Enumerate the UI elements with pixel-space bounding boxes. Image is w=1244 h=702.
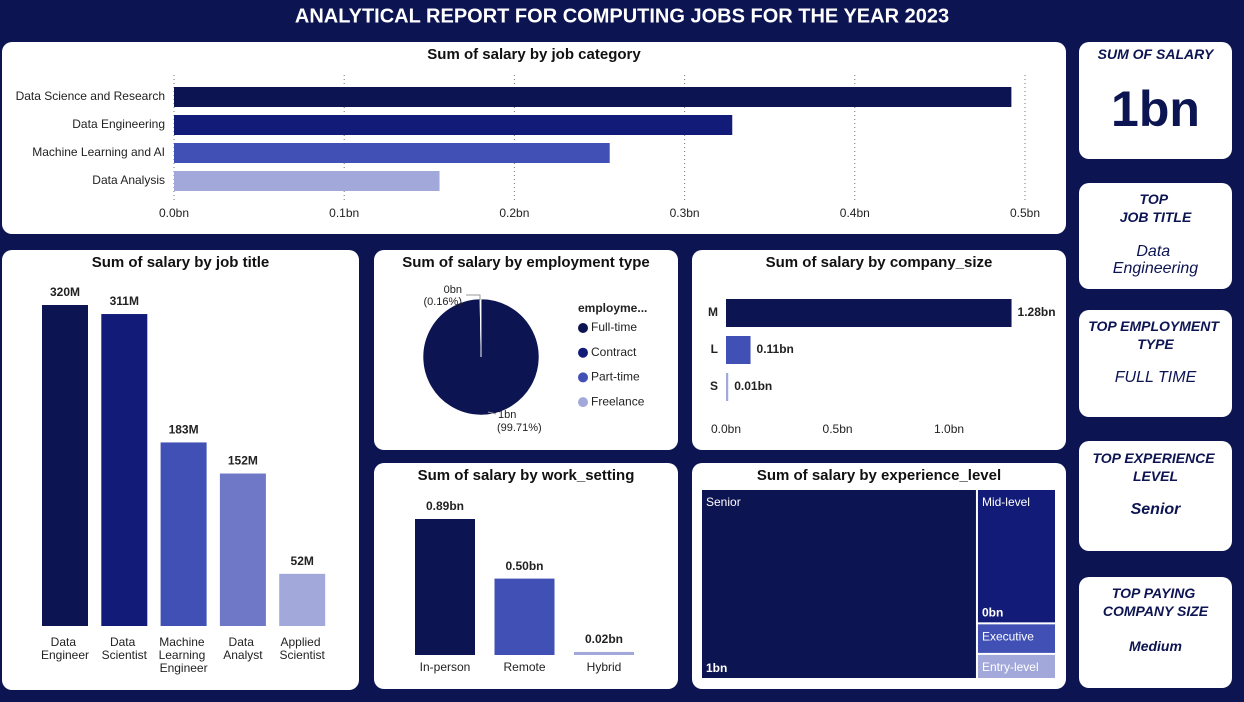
data-label: 1.28bn — [1018, 305, 1056, 319]
data-label: 311M — [110, 294, 139, 308]
kpi-value: Senior — [1131, 501, 1182, 518]
kpi-title: SUM OF SALARY — [1098, 46, 1215, 62]
amount-label: 1bn — [498, 409, 516, 421]
x-tick-label: 0.1bn — [329, 206, 359, 220]
bar — [174, 115, 733, 135]
data-label: 320M — [50, 285, 80, 299]
category-label: Applied Scientist — [280, 635, 326, 662]
category-label: Data Engineer — [41, 635, 89, 662]
treemap-tile — [977, 654, 1055, 678]
tile-label: Entry-level — [982, 660, 1039, 674]
kpi-title: TOP PAYING COMPANY SIZE — [1103, 585, 1209, 619]
chart-title: Sum of salary by work_setting — [418, 467, 635, 484]
kpi-title: TOP EXPERIENCE LEVEL — [1092, 450, 1218, 484]
chart-title: Sum of salary by employment type — [402, 254, 650, 271]
chart-title: Sum of salary by experience_level — [757, 467, 1001, 484]
kpi-title: TOP JOB TITLE — [1120, 191, 1192, 225]
kpi-card — [1079, 441, 1232, 551]
bar — [42, 305, 88, 626]
data-label: 1bn — [706, 661, 727, 675]
bar — [415, 519, 475, 655]
x-tick-label: 1.0bn — [934, 422, 964, 436]
legend-marker — [578, 397, 588, 408]
bar — [174, 143, 610, 163]
chart-title: Sum of salary by company_size — [766, 254, 993, 271]
x-tick-label: 0.0bn — [159, 206, 189, 220]
tile-label: Mid-level — [982, 495, 1030, 509]
kpi-card — [1079, 42, 1232, 159]
kpi-title: TOP EMPLOYMENT TYPE — [1088, 318, 1223, 352]
leader-line — [487, 411, 497, 415]
data-label: 152M — [228, 454, 258, 468]
category-label: Data Scientist — [102, 635, 148, 662]
legend-label: Part-time — [591, 370, 640, 384]
category-label: Data Engineering — [72, 117, 165, 131]
bar — [174, 87, 1012, 107]
bar — [726, 299, 1012, 327]
data-label: (0.16%) — [423, 296, 462, 308]
bar — [574, 651, 634, 655]
chart-title: Sum of salary by job title — [92, 254, 270, 271]
leader-line — [466, 294, 481, 300]
category-label: Data Analysis — [92, 173, 165, 187]
x-tick-label: 0.0bn — [711, 422, 741, 436]
x-tick-label: 0.4bn — [840, 206, 870, 220]
category-label: L — [711, 342, 718, 356]
treemap-tile — [977, 490, 1055, 623]
legend-marker — [578, 323, 588, 333]
legend-label: Contract — [591, 345, 637, 359]
legend-label: Full-time — [591, 320, 637, 334]
bar — [219, 473, 266, 626]
kpi-value: Medium — [1129, 638, 1182, 654]
x-tick-label: 0.5bn — [823, 422, 853, 436]
category-label: M — [708, 305, 718, 319]
data-label: 0.02bn — [585, 632, 623, 646]
kpi-card — [1079, 310, 1232, 417]
category-label: Remote — [503, 660, 545, 674]
kpi-value: 1bn — [1111, 81, 1200, 137]
data-label: 52M — [291, 554, 314, 568]
bar — [160, 442, 207, 626]
category-label: S — [710, 379, 718, 393]
data-label: 0.11bn — [757, 342, 794, 356]
category-label: Machine Learning Engineer — [159, 635, 209, 675]
treemap-tile — [702, 490, 976, 678]
kpi-card — [1079, 577, 1232, 688]
bar — [726, 336, 751, 364]
x-tick-label: 0.3bn — [670, 206, 700, 220]
data-label: 0bn — [982, 606, 1003, 620]
legend-marker — [578, 372, 588, 383]
category-label: Hybrid — [587, 660, 622, 674]
data-label: 0.50bn — [505, 559, 543, 573]
kpi-value: Data Engineering — [1113, 243, 1199, 277]
report-title: ANALYTICAL REPORT FOR COMPUTING JOBS FOR… — [295, 5, 949, 27]
bar — [174, 171, 440, 191]
legend-title: employme... — [578, 301, 647, 315]
bar — [101, 314, 148, 626]
kpi-value: FULL TIME — [1115, 369, 1197, 386]
chart-title: Sum of salary by job category — [427, 46, 641, 63]
data-label: (99.71%) — [497, 422, 542, 434]
bar — [279, 573, 326, 626]
treemap-tile — [977, 624, 1055, 653]
category-label: Data Analyst — [223, 635, 263, 662]
tile-label: Executive — [982, 630, 1034, 644]
x-tick-label: 0.5bn — [1010, 206, 1040, 220]
data-label: 0.01bn — [734, 379, 772, 393]
category-label: Data Science and Research — [16, 89, 165, 103]
bar — [494, 578, 555, 655]
tile-label: Senior — [706, 495, 741, 509]
x-tick-label: 0.2bn — [499, 206, 529, 220]
legend-marker — [578, 347, 588, 358]
legend-label: Freelance — [591, 394, 645, 408]
amount-label: 0bn — [444, 284, 462, 296]
data-label: 183M — [169, 423, 199, 437]
bar — [726, 373, 729, 401]
kpi-card — [1079, 183, 1232, 289]
category-label: Machine Learning and AI — [32, 145, 165, 159]
category-label: In-person — [420, 660, 471, 674]
data-label: 0.89bn — [426, 499, 464, 513]
